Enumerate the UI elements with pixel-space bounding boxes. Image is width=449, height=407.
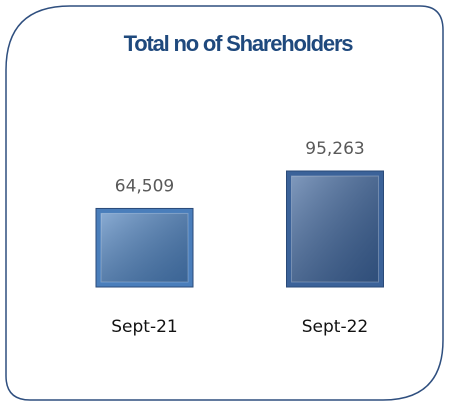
- panel: [5, 5, 444, 401]
- x-tick-label: Sept-22: [302, 317, 368, 337]
- value-label: 95,263: [305, 139, 364, 159]
- chart-title: Total no of Shareholders: [124, 31, 354, 56]
- bar-bevel: [291, 175, 379, 283]
- value-label: 64,509: [115, 176, 174, 196]
- x-tick-label: Sept-21: [111, 317, 177, 337]
- bar-bevel: [100, 212, 189, 283]
